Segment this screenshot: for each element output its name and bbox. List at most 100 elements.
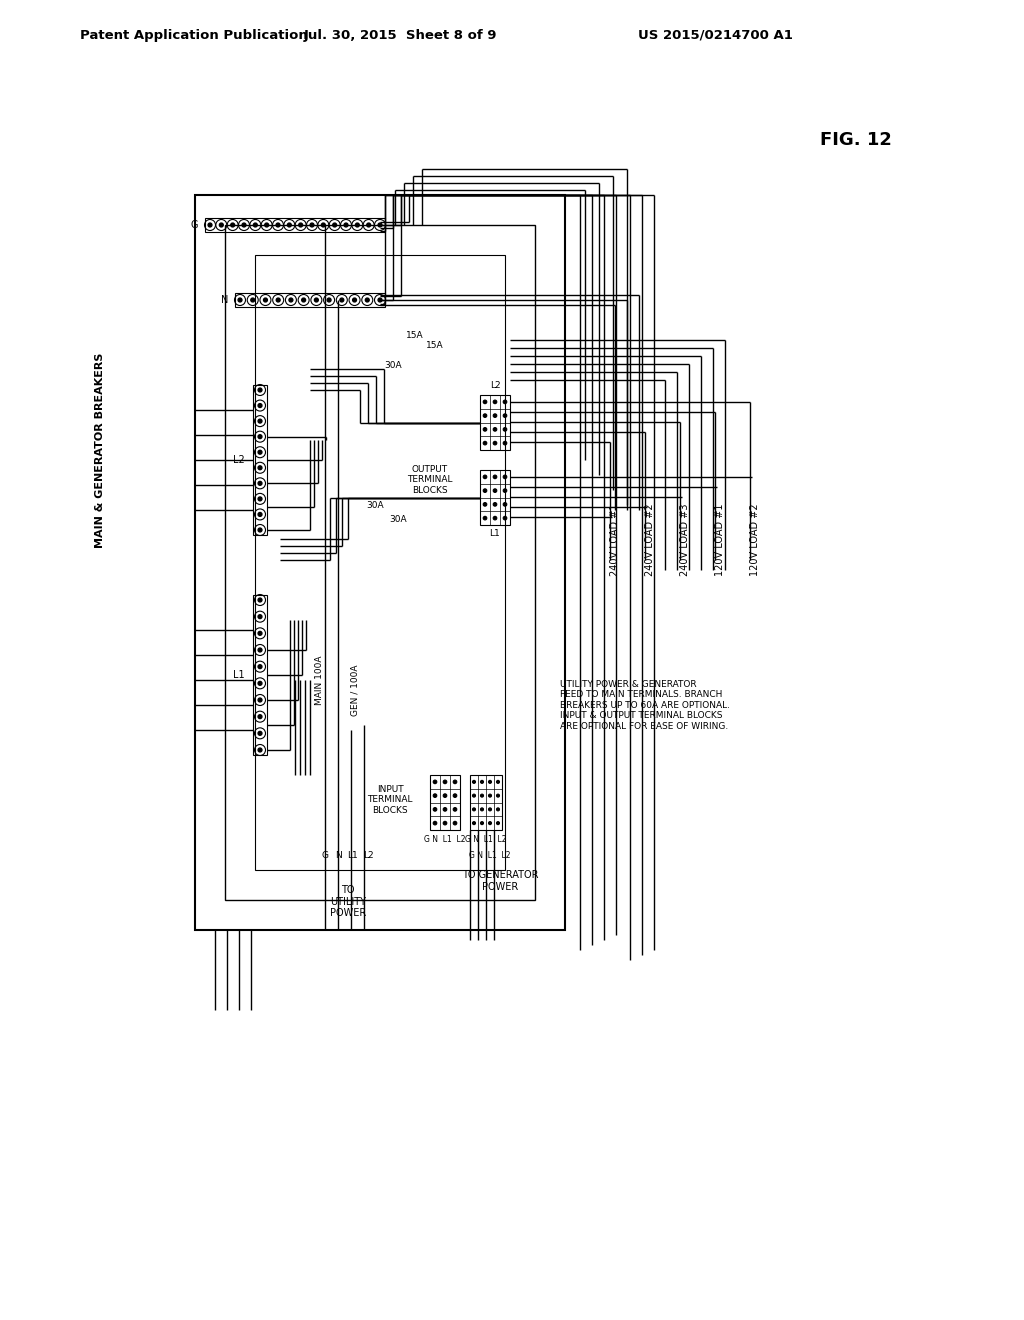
Text: G: G	[322, 850, 329, 859]
Circle shape	[483, 503, 486, 506]
Circle shape	[503, 488, 507, 492]
Circle shape	[503, 516, 507, 520]
Circle shape	[352, 298, 356, 302]
Circle shape	[472, 780, 475, 783]
Circle shape	[503, 400, 507, 404]
Text: GEN / 100A: GEN / 100A	[350, 664, 359, 715]
Circle shape	[494, 414, 497, 417]
Circle shape	[454, 808, 457, 812]
Text: US 2015/0214700 A1: US 2015/0214700 A1	[638, 29, 793, 41]
Bar	[430, 775, 460, 830]
Bar	[253, 385, 267, 535]
Text: OUTPUT
TERMINAL
BLOCKS: OUTPUT TERMINAL BLOCKS	[408, 465, 453, 495]
Bar	[205, 218, 385, 232]
Circle shape	[258, 528, 262, 532]
Circle shape	[258, 512, 262, 516]
Bar	[253, 595, 267, 755]
Circle shape	[258, 404, 262, 408]
Text: 30A: 30A	[389, 516, 407, 524]
Circle shape	[289, 298, 293, 302]
Text: L1: L1	[233, 671, 245, 680]
Circle shape	[322, 223, 326, 227]
Circle shape	[503, 428, 507, 432]
Circle shape	[378, 298, 382, 302]
Circle shape	[497, 795, 500, 797]
Circle shape	[472, 795, 475, 797]
Circle shape	[483, 428, 486, 432]
Circle shape	[258, 496, 262, 500]
Circle shape	[472, 808, 475, 810]
Circle shape	[258, 665, 262, 669]
Circle shape	[288, 223, 291, 227]
Circle shape	[433, 793, 437, 797]
Circle shape	[265, 223, 268, 227]
Text: 30A: 30A	[367, 500, 384, 510]
Circle shape	[238, 298, 242, 302]
Text: MAIN & GENERATOR BREAKERS: MAIN & GENERATOR BREAKERS	[95, 352, 105, 548]
Text: INPUT
TERMINAL
BLOCKS: INPUT TERMINAL BLOCKS	[368, 785, 413, 814]
Text: 240V LOAD #2: 240V LOAD #2	[645, 504, 655, 577]
Text: Patent Application Publication: Patent Application Publication	[80, 29, 308, 41]
Circle shape	[340, 298, 344, 302]
Circle shape	[258, 681, 262, 685]
Circle shape	[443, 808, 446, 812]
Circle shape	[480, 808, 483, 810]
Circle shape	[208, 223, 212, 227]
Circle shape	[454, 780, 457, 784]
Bar	[195, 195, 565, 931]
Circle shape	[258, 631, 262, 635]
Circle shape	[219, 223, 223, 227]
Circle shape	[503, 503, 507, 506]
Circle shape	[483, 516, 486, 520]
Circle shape	[258, 598, 262, 602]
Text: FIG. 12: FIG. 12	[820, 131, 892, 149]
Circle shape	[258, 388, 262, 392]
Text: L2: L2	[233, 455, 245, 465]
Circle shape	[443, 821, 446, 825]
Circle shape	[258, 698, 262, 702]
Circle shape	[480, 795, 483, 797]
Circle shape	[503, 441, 507, 445]
Text: G N  L1  L2: G N L1 L2	[424, 834, 466, 843]
Circle shape	[494, 503, 497, 506]
Text: L2: L2	[362, 850, 374, 859]
Circle shape	[258, 420, 262, 422]
Circle shape	[258, 714, 262, 718]
Circle shape	[258, 434, 262, 438]
Circle shape	[488, 821, 492, 825]
Bar	[225, 224, 535, 900]
Text: L1: L1	[347, 850, 357, 859]
Bar	[470, 775, 502, 830]
Text: 120V LOAD #1: 120V LOAD #1	[715, 504, 725, 577]
Circle shape	[433, 780, 437, 784]
Circle shape	[258, 615, 262, 619]
Circle shape	[443, 780, 446, 784]
Circle shape	[251, 298, 255, 302]
Circle shape	[378, 223, 382, 227]
Text: G: G	[190, 220, 198, 230]
Circle shape	[497, 808, 500, 810]
Text: N: N	[335, 850, 341, 859]
Circle shape	[454, 821, 457, 825]
Text: L2: L2	[489, 381, 501, 391]
Circle shape	[483, 400, 486, 404]
Circle shape	[494, 428, 497, 432]
Circle shape	[483, 441, 486, 445]
Circle shape	[366, 298, 370, 302]
Circle shape	[242, 223, 246, 227]
Circle shape	[355, 223, 359, 227]
Circle shape	[494, 400, 497, 404]
Circle shape	[344, 223, 348, 227]
Text: Jul. 30, 2015  Sheet 8 of 9: Jul. 30, 2015 Sheet 8 of 9	[303, 29, 497, 41]
Circle shape	[258, 450, 262, 454]
Circle shape	[503, 475, 507, 479]
Circle shape	[483, 475, 486, 479]
Circle shape	[327, 298, 331, 302]
Text: N: N	[220, 294, 228, 305]
Circle shape	[483, 488, 486, 492]
Circle shape	[302, 298, 305, 302]
Circle shape	[258, 466, 262, 470]
Circle shape	[258, 731, 262, 735]
Circle shape	[433, 808, 437, 812]
Circle shape	[367, 223, 371, 227]
